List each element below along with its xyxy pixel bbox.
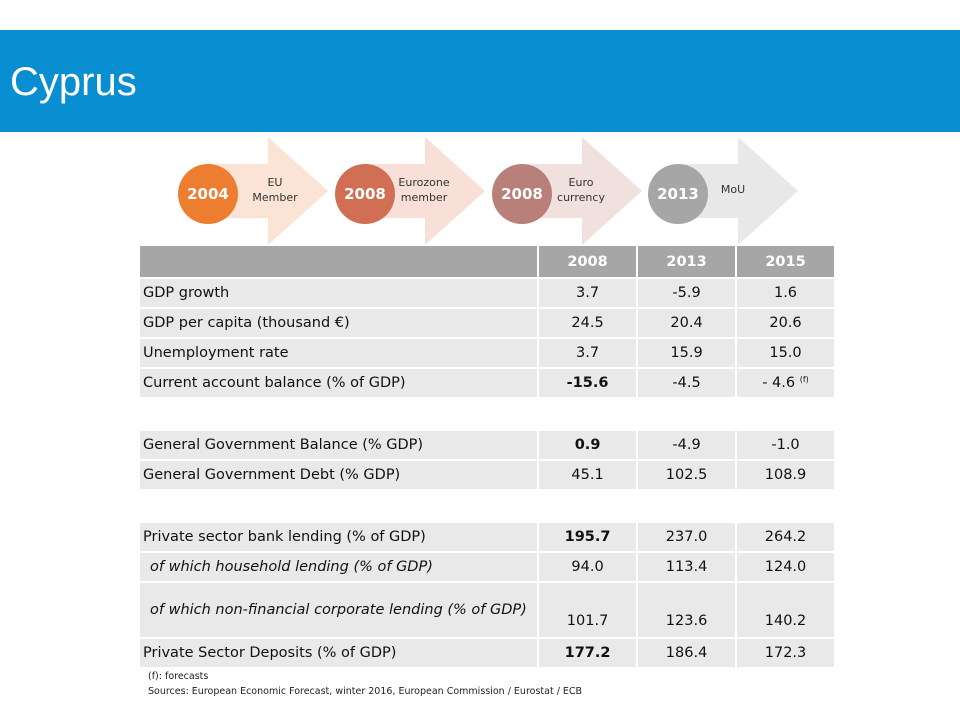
cell-value: 0.9	[539, 431, 639, 461]
table-row: of which non-financial corporate lending…	[140, 583, 836, 639]
table-row: Unemployment rate 3.7 15.9 15.0	[140, 339, 836, 369]
page-title: Cyprus	[10, 60, 137, 104]
cell-value: 20.6	[737, 309, 836, 339]
title-banner: Cyprus	[0, 30, 960, 132]
table-row: GDP per capita (thousand €) 24.5 20.4 20…	[140, 309, 836, 339]
timeline-label-4: MoU	[698, 182, 768, 197]
table-row: Private sector bank lending (% of GDP) 1…	[140, 523, 836, 553]
arrow-shape	[208, 137, 328, 245]
footnotes: (f): forecasts Sources: European Economi…	[148, 669, 582, 699]
header-year: 2015	[737, 246, 836, 279]
table-spacer	[140, 491, 836, 523]
timeline-arrow-4	[678, 137, 798, 245]
row-label: Current account balance (% of GDP)	[140, 369, 540, 399]
sources-footnote: Sources: European Economic Forecast, win…	[148, 686, 583, 697]
cell-value: 124.0	[737, 553, 836, 583]
cell-value: 24.5	[539, 309, 639, 339]
table-spacer	[140, 399, 836, 431]
cell-value: 101.7	[539, 583, 639, 639]
spacer-cell	[140, 491, 836, 523]
timeline-arrow-2	[365, 137, 485, 245]
label-line: EU	[267, 176, 283, 189]
header-year: 2008	[539, 246, 639, 279]
timeline-arrow-3	[522, 137, 642, 245]
cell-value: 237.0	[638, 523, 738, 553]
timeline: 2004 EU Member 2008 Eurozone member 2008…	[0, 0, 960, 250]
label-line: member	[400, 191, 448, 204]
label-line: Euro	[568, 176, 594, 189]
year-badge-2008-euro: 2008	[492, 164, 552, 224]
cell-value: 177.2	[539, 639, 639, 669]
table-row: General Government Debt (% GDP) 45.1 102…	[140, 461, 836, 491]
cell-value: 102.5	[638, 461, 738, 491]
timeline-item-euro-currency: 2008 Euro currency	[492, 137, 682, 245]
year-badge-2004: 2004	[178, 164, 238, 224]
cell-value: 186.4	[638, 639, 738, 669]
cell-value: 172.3	[737, 639, 836, 669]
label-line: MoU	[720, 183, 746, 196]
arrow-shape	[365, 137, 485, 245]
cell-value: 3.7	[539, 339, 639, 369]
timeline-label-1: EU Member	[240, 175, 310, 205]
table-row: Current account balance (% of GDP) -15.6…	[140, 369, 836, 399]
row-label: Private Sector Deposits (% of GDP)	[140, 639, 540, 669]
cell-value: 15.9	[638, 339, 738, 369]
timeline-arrow-1	[208, 137, 328, 245]
spacer-cell	[140, 399, 836, 431]
table-row: GDP growth 3.7 -5.9 1.6	[140, 279, 836, 309]
cell-value: -5.9	[638, 279, 738, 309]
forecast-footnote: (f): forecasts	[148, 671, 209, 682]
row-label: of which household lending (% of GDP)	[140, 553, 540, 583]
row-label: GDP per capita (thousand €)	[140, 309, 540, 339]
year-badge-2008: 2008	[335, 164, 395, 224]
header-year: 2013	[638, 246, 738, 279]
cell-value: 1.6	[737, 279, 836, 309]
cell-value: 108.9	[737, 461, 836, 491]
arrow-shape	[678, 137, 798, 245]
cell-value: 123.6	[638, 583, 738, 639]
cell-value: 20.4	[638, 309, 738, 339]
forecast-note: (f)	[799, 375, 809, 384]
cell-value: -4.5	[638, 369, 738, 399]
cell-value-with-note: - 4.6 (f)	[737, 369, 836, 399]
table-row: of which household lending (% of GDP) 94…	[140, 553, 836, 583]
row-label: General Government Balance (% GDP)	[140, 431, 540, 461]
table-row: Private Sector Deposits (% of GDP) 177.2…	[140, 639, 836, 669]
cell-value: 94.0	[539, 553, 639, 583]
cell-value: 264.2	[737, 523, 836, 553]
header-blank	[140, 246, 540, 279]
indicators-table: 2008 2013 2015 GDP growth 3.7 -5.9 1.6 G…	[140, 246, 836, 669]
timeline-label-2: Eurozone member	[389, 175, 459, 205]
label-line: Eurozone	[398, 176, 450, 189]
row-label: GDP growth	[140, 279, 540, 309]
row-label: Unemployment rate	[140, 339, 540, 369]
label-line: currency	[557, 191, 605, 204]
cell-value: 140.2	[737, 583, 836, 639]
timeline-item-mou: 2013 MoU	[648, 137, 838, 245]
cell-value: 113.4	[638, 553, 738, 583]
table-row: General Government Balance (% GDP) 0.9 -…	[140, 431, 836, 461]
row-label: of which non-financial corporate lending…	[140, 583, 540, 639]
timeline-label-3: Euro currency	[546, 175, 616, 205]
table-header-row: 2008 2013 2015	[140, 246, 836, 279]
timeline-item-eurozone-member: 2008 Eurozone member	[335, 137, 525, 245]
row-label: General Government Debt (% GDP)	[140, 461, 540, 491]
cell-value: - 4.6	[762, 375, 796, 391]
cell-value: 15.0	[737, 339, 836, 369]
cell-value: 195.7	[539, 523, 639, 553]
label-line: Member	[252, 191, 298, 204]
cell-value: 45.1	[539, 461, 639, 491]
year-badge-2013: 2013	[648, 164, 708, 224]
arrow-shape	[522, 137, 642, 245]
timeline-item-eu-member: 2004 EU Member	[178, 137, 368, 245]
cell-value: -15.6	[539, 369, 639, 399]
cell-value: 3.7	[539, 279, 639, 309]
row-label: Private sector bank lending (% of GDP)	[140, 523, 540, 553]
cell-value: -4.9	[638, 431, 738, 461]
cell-value: -1.0	[737, 431, 836, 461]
